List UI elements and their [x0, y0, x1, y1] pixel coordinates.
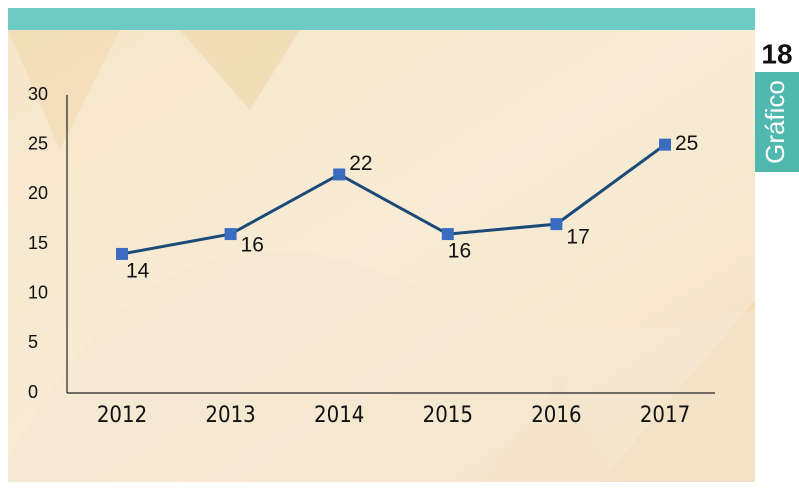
marker [550, 218, 562, 230]
x-tick-label: 2017 [640, 403, 690, 428]
y-tick-label: 20 [28, 183, 48, 203]
y-tick-label: 5 [28, 332, 38, 352]
x-tick-label: 2012 [97, 403, 147, 428]
x-tick-label: 2014 [314, 403, 364, 428]
page: 18 Gráfico 0 5 10 15 20 25 30 2012 2013 2014 2015 2… [0, 0, 799, 490]
top-bar [8, 8, 755, 30]
badge-label: Gráfico [760, 80, 790, 164]
x-tick-label: 2013 [205, 403, 255, 428]
marker [116, 248, 128, 260]
value-label: 22 [349, 152, 372, 175]
marker [442, 228, 454, 240]
value-label: 14 [126, 259, 150, 282]
value-label: 16 [448, 240, 471, 263]
y-tick-label: 0 [28, 382, 38, 402]
marker [333, 168, 345, 180]
y-tick-label: 10 [28, 282, 48, 302]
value-label: 17 [566, 226, 589, 249]
x-tick-label: 2016 [531, 403, 581, 428]
value-label: 25 [675, 132, 698, 155]
value-label: 16 [241, 234, 264, 257]
badge-number: 18 [761, 38, 792, 69]
y-tick-label: 30 [28, 84, 48, 104]
y-tick-label: 15 [28, 233, 48, 253]
x-tick-label: 2015 [423, 403, 473, 428]
marker [225, 228, 237, 240]
marker [659, 139, 671, 151]
y-tick-label: 25 [28, 133, 48, 153]
